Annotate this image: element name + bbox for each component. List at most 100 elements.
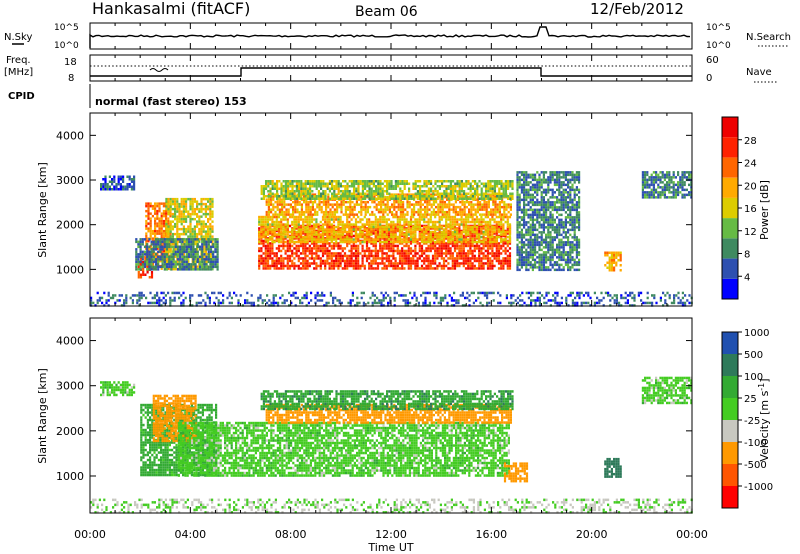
echo-cell [304, 220, 307, 224]
echo-cell [341, 225, 344, 229]
echo-cell [424, 193, 427, 196]
echo-cell [353, 180, 356, 183]
echo-cell [489, 247, 492, 250]
echo-cell [506, 257, 509, 260]
echo-cell [368, 218, 371, 221]
echo-cell [310, 254, 314, 258]
echo-cell [506, 244, 509, 248]
echo-cell [260, 262, 263, 265]
echo-cell [420, 244, 424, 248]
echo-cell [326, 259, 329, 263]
echo-cell [341, 247, 344, 250]
echo-cell [310, 215, 314, 219]
echo-cell [335, 197, 338, 200]
echo-cell [171, 220, 174, 223]
echo-cell [495, 215, 498, 219]
echo-cell [174, 253, 177, 256]
echo-cell [361, 197, 364, 200]
echo-cell [410, 197, 413, 200]
echo-cell [207, 255, 210, 259]
echo-cell [456, 247, 459, 250]
echo-cell [357, 267, 360, 270]
echo-cell [307, 210, 310, 214]
echo-cell [207, 248, 210, 251]
echo-cell [456, 259, 459, 263]
echo-cell [489, 267, 492, 270]
echo-cell [486, 223, 490, 226]
echo-cell [282, 195, 285, 198]
echo-cell [506, 215, 509, 219]
echo-cell [484, 228, 487, 231]
echo-cell [383, 185, 386, 188]
echo-cell [502, 242, 505, 245]
echo-cell [274, 210, 277, 214]
echo-cell [204, 205, 207, 208]
echo-cell [438, 262, 441, 265]
echo-cell [333, 180, 336, 183]
echo-cell [385, 254, 388, 258]
echo-cell [431, 262, 435, 265]
echo-cell [333, 208, 336, 211]
echo-cell [359, 230, 362, 234]
echo-cell [332, 218, 336, 221]
echo-cell [294, 200, 297, 204]
echo-cell [172, 255, 175, 259]
echo-cell [310, 218, 314, 221]
echo-cell [321, 215, 325, 219]
echo-cell [319, 228, 322, 231]
echo-cell [395, 193, 398, 196]
echo-cell [291, 240, 294, 244]
echo-cell [339, 262, 342, 265]
echo-cell [187, 265, 191, 269]
echo-cell [126, 188, 129, 191]
echo-cell [174, 245, 177, 249]
echo-cell [425, 220, 428, 224]
echo-cell [204, 250, 207, 253]
echo-cell [192, 245, 195, 249]
echo-cell [442, 262, 446, 265]
echo-cell [387, 257, 391, 260]
echo-cell [266, 259, 270, 263]
echo-cell [260, 230, 263, 234]
echo-cell [209, 258, 213, 261]
echo-cell [200, 225, 203, 228]
echo-cell [405, 223, 408, 226]
echo-cell [427, 262, 430, 265]
echo-cell [420, 264, 424, 268]
echo-cell [185, 202, 188, 206]
echo-cell [462, 223, 465, 226]
echo-cell [176, 202, 179, 206]
echo-cell [176, 225, 179, 228]
echo-cell [415, 195, 418, 199]
echo-cell [328, 187, 331, 190]
echo-cell [180, 210, 183, 213]
echo-cell [330, 223, 333, 226]
echo-cell [447, 240, 450, 244]
echo-cell [399, 195, 402, 198]
echo-cell [189, 207, 192, 211]
echo-cell [484, 242, 487, 245]
echo-cell [311, 197, 314, 200]
echo-cell [328, 235, 331, 239]
echo-cell [481, 213, 484, 216]
echo-cell [284, 180, 287, 183]
echo-cell [427, 218, 430, 221]
echo-cell [152, 268, 155, 271]
echo-cell [439, 198, 442, 201]
noise-left-tick-bottom: 10^0 [54, 41, 79, 51]
echo-cell [453, 228, 457, 231]
echo-cell [460, 240, 463, 244]
echo-cell [169, 227, 172, 231]
echo-cell [122, 175, 125, 178]
echo-cell [176, 227, 179, 231]
echo-cell [381, 257, 384, 260]
echo-cell [394, 197, 397, 200]
echo-cell [202, 255, 205, 258]
echo-cell [266, 249, 270, 253]
echo-cell [471, 225, 474, 229]
echo-cell [445, 233, 448, 236]
echo-cell [280, 262, 283, 265]
echo-cell [368, 247, 371, 250]
echo-cell [409, 230, 413, 234]
echo-cell [508, 254, 512, 258]
